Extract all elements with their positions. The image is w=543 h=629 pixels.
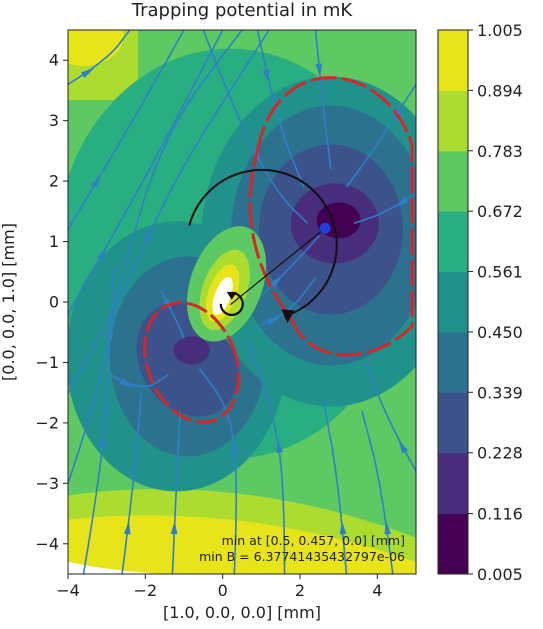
y-tick-label-1: −4: [35, 534, 59, 553]
x-tick-label-1: −4: [56, 581, 80, 600]
streamline-arrow-15: [315, 63, 323, 78]
y-tick-label-6: 1: [49, 232, 59, 251]
streamline-arrow-11: [384, 520, 391, 535]
streamline-16: [256, 30, 305, 188]
streamline-15: [314, 30, 332, 170]
streamline-arrow-13: [395, 196, 409, 207]
y-axis-ticks: −4 −3 −2 −1 0 1 2 3 4: [35, 51, 68, 553]
x-axis-label: [1.0, 0.0, 0.0] [mm]: [163, 603, 321, 622]
colorbar-tick-label-8: 0.783: [477, 142, 523, 161]
streamline-arrow-7: [170, 520, 178, 535]
contour-band-peak-core: [212, 276, 233, 315]
streamline-arrow-21: [119, 377, 133, 388]
streamline-arrow-16: [262, 69, 270, 84]
streamline-12: [364, 362, 416, 472]
colorbar-tick-label-9: 0.894: [477, 81, 523, 100]
rotation-overlay: [188, 168, 338, 324]
colorbar-band-3: [438, 392, 468, 454]
streamline-arrow-20: [266, 317, 281, 326]
x-tick-label-2: −2: [134, 581, 158, 600]
potential-contours: [68, 30, 416, 574]
streamline-11: [361, 410, 394, 574]
streamline-10: [322, 398, 348, 574]
streamline-arrow-9: [276, 439, 283, 454]
trap-boundary-contours: [143, 76, 414, 424]
streamline-arrow-2: [97, 246, 107, 261]
y-tick-label-8: 3: [49, 111, 59, 130]
colorbar-tick-label-10: 1.005: [477, 21, 523, 40]
y-tick-label-7: 2: [49, 172, 59, 191]
streamline-14: [345, 83, 416, 188]
colorbar-frame: [437, 29, 469, 575]
streamline-7: [171, 410, 181, 574]
colorbar-band-7: [438, 150, 468, 212]
streamline-arrow-3: [144, 228, 153, 242]
colorbar-band-9: [438, 30, 468, 91]
streamline-arrow-18: [80, 68, 95, 79]
min-b-text: min B = 6.37741435432797e-06: [199, 549, 405, 564]
colorbar-tick-label-4: 0.339: [477, 383, 523, 402]
colorbar-tick-label-7: 0.672: [477, 202, 523, 221]
y-tick-label-5: 0: [49, 293, 59, 312]
trap-contour-right: [248, 76, 414, 357]
min-location-text: min at [0.5, 0.457, 0.0] [mm]: [222, 533, 405, 548]
trap-contour-left: [143, 301, 241, 424]
streamline-arrow-1: [91, 174, 102, 188]
streamline-13: [353, 192, 416, 225]
chart-title: Trapping potential in mK: [131, 0, 354, 21]
colorbar-tick-label-5: 0.450: [477, 323, 523, 342]
streamline-2: [68, 30, 224, 315]
streamline-arrow-8: [231, 439, 239, 453]
colorbar-tick-label-3: 0.228: [477, 444, 523, 463]
streamline-1: [68, 30, 185, 230]
colorbar-band-8: [438, 90, 468, 152]
rotation-arrowhead-large: [281, 309, 295, 324]
contour-band-left-well-core: [173, 336, 210, 365]
streamline-arrow-19: [270, 275, 283, 288]
potential-heatmap: [68, 30, 416, 574]
contour-band-bottom-inner: [68, 515, 416, 574]
y-axis-label: [0.0, 0.0, 1.0] [mm]: [0, 223, 18, 381]
rotation-arrowhead-small: [226, 291, 237, 300]
colorbar-band-1: [438, 513, 468, 575]
colorbar-band-2: [438, 452, 468, 515]
streamline-arrow-5: [99, 433, 106, 447]
streamline-arrow-6: [123, 520, 131, 535]
minimum-marker: [319, 222, 331, 234]
streamline-arrow-12: [398, 440, 409, 454]
colorbar: 0.005 0.116 0.228 0.339 0.450 0.561 0.672 0.783…: [437, 21, 523, 584]
colorbar-band-4: [438, 331, 468, 393]
min-annotation: min at [0.5, 0.457, 0.0] [mm] min B = 6.…: [199, 533, 405, 564]
streamline-arrow-10: [339, 520, 347, 535]
field-streamlines: [68, 30, 416, 574]
streamline-18: [68, 30, 131, 86]
streamline-21: [110, 373, 169, 388]
x-tick-label-5: 4: [372, 581, 382, 600]
streamline-22: [160, 289, 185, 339]
colorbar-tick-label-6: 0.561: [477, 263, 523, 282]
y-tick-label-2: −3: [35, 474, 59, 493]
rotation-arc-small: [219, 291, 244, 316]
x-tick-label-4: 2: [295, 581, 305, 600]
contour-band-top-corner: [68, 30, 124, 67]
rotation-arc-large: [188, 168, 338, 317]
colorbar-band-5: [438, 271, 468, 333]
streamline-4: [68, 30, 243, 484]
colorbar-tick-label-2: 0.116: [477, 505, 523, 524]
colorbar-tick-label-1: 0.005: [477, 565, 523, 584]
streamline-19: [260, 234, 320, 297]
displacement-arrow: [230, 227, 326, 306]
y-tick-label-4: −1: [35, 353, 59, 372]
x-tick-label-3: 0: [218, 581, 228, 600]
x-axis-ticks: −4 −2 0 2 4: [56, 574, 382, 600]
y-tick-label-9: 4: [49, 51, 59, 70]
streamline-6: [121, 392, 143, 574]
contour-band-bottom-corner: [68, 561, 184, 574]
y-tick-label-3: −2: [35, 413, 59, 432]
colorbar-band-6: [438, 211, 468, 273]
